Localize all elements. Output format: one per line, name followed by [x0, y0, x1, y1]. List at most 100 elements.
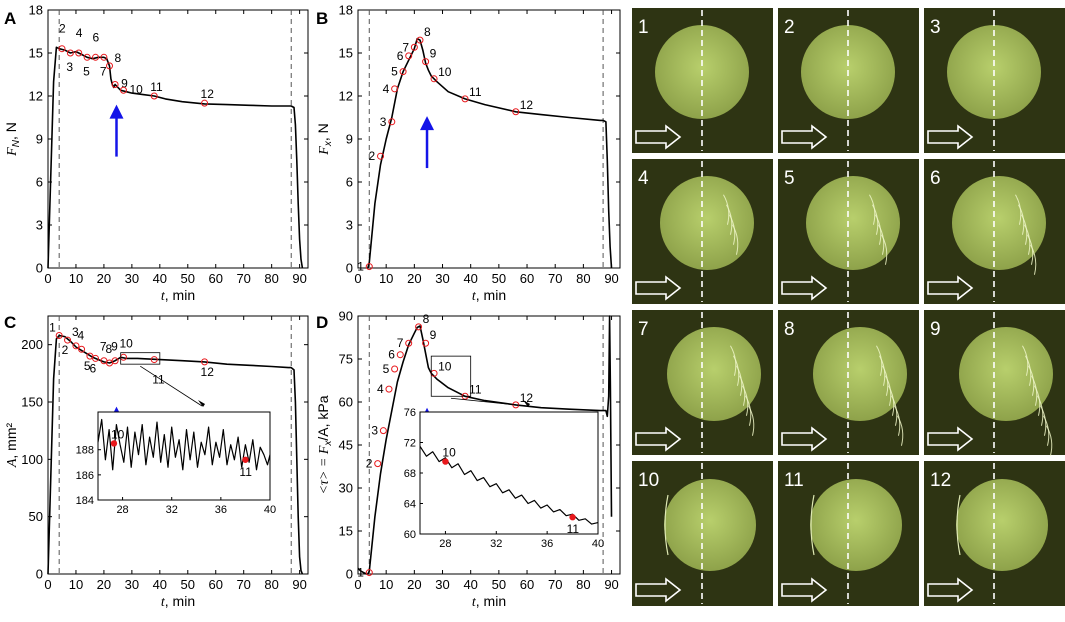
x-tick-label: 20 — [97, 271, 111, 286]
x-axis-symbol: t — [161, 595, 166, 610]
x-tick-label: 90 — [292, 271, 306, 286]
y-axis-label: <τ> = Fx/A, kPa — [315, 395, 334, 494]
sliding-direction-arrow — [927, 124, 974, 150]
inset-x-tick-label: 40 — [264, 504, 276, 516]
x-tick-label: 50 — [181, 271, 195, 286]
contact-disc — [664, 479, 756, 571]
y-axis-label: Fx, N — [315, 123, 334, 155]
wear-streak — [664, 494, 669, 556]
sliding-direction-arrow — [635, 275, 682, 301]
y-axis-symbol: F — [317, 146, 332, 156]
x-tick-label: 40 — [463, 271, 477, 286]
x-tick-label: 40 — [153, 271, 167, 286]
contact-disc — [813, 327, 907, 421]
inset-y-tick-label: 72 — [404, 438, 416, 450]
x-axis-unit: , min — [476, 287, 506, 303]
data-marker — [374, 460, 382, 468]
photo-grid: 1 2 34 5 67 8 910 11 12 — [632, 8, 1065, 606]
zoom-box — [120, 352, 161, 365]
frame-number-label: 1 — [638, 17, 649, 38]
y-axis-subscript: x — [323, 140, 334, 147]
data-marker — [92, 354, 100, 362]
x-axis-unit: , min — [165, 593, 195, 609]
marker-label: 2 — [369, 149, 376, 163]
marker-label: 6 — [397, 49, 404, 63]
data-marker — [201, 99, 209, 107]
data-marker — [396, 351, 404, 359]
data-marker — [64, 336, 72, 344]
x-axis-symbol: t — [472, 595, 477, 610]
x-tick-label: 30 — [125, 271, 139, 286]
data-marker — [83, 53, 91, 61]
inset-x-tick-label: 32 — [166, 504, 178, 516]
data-marker — [422, 339, 430, 347]
plot-frame — [47, 315, 309, 575]
x-tick-label: 90 — [292, 577, 306, 592]
x-axis-label: t, min — [472, 593, 506, 610]
data-marker — [399, 68, 407, 76]
data-marker — [405, 339, 413, 347]
x-tick-label: 10 — [69, 271, 83, 286]
zoom-pointer-head — [523, 400, 530, 407]
photo-tile-2: 2 — [778, 8, 919, 153]
chart-panel-C: C 0 10 20 30 40 50 60 70 80 90 0 50 100 150 200 t, min A,… — [3, 313, 309, 610]
x-tick-label: 30 — [125, 577, 139, 592]
marker-label: 1 — [357, 566, 364, 580]
data-marker — [391, 85, 399, 93]
y-tick-label: 0 — [346, 567, 353, 582]
series-line — [47, 334, 304, 575]
contact-disc — [956, 479, 1048, 571]
wear-streak — [881, 234, 888, 265]
x-tick-label: 0 — [44, 271, 51, 286]
inset-x-tick-label: 32 — [490, 538, 502, 550]
x-axis-unit: , min — [476, 593, 506, 609]
series-line — [367, 37, 613, 269]
sliding-direction-arrow — [927, 275, 974, 301]
marker-label: 4 — [377, 382, 384, 396]
marker-label: 12 — [201, 87, 215, 101]
marker-label: 8 — [424, 25, 431, 39]
sliding-direction-arrow — [781, 577, 828, 603]
x-tick-label: 0 — [44, 577, 51, 592]
inset-y-tick-label: 60 — [404, 529, 416, 541]
x-axis-label: t, min — [161, 593, 195, 610]
wear-streak — [748, 405, 755, 436]
inset-x-tick-label: 28 — [116, 504, 128, 516]
sliding-direction-arrow — [781, 275, 828, 301]
inset-data-point — [110, 440, 118, 447]
marker-label: 1 — [357, 260, 364, 274]
frame-number-label: 11 — [784, 470, 804, 491]
inset-data-point — [442, 458, 449, 465]
panel-label: A — [4, 9, 16, 28]
x-tick-label: 40 — [463, 577, 477, 592]
y-axis-unit: , N — [3, 122, 19, 140]
photo-tile-1: 1 — [632, 8, 773, 153]
photo-tile-7: 7 — [632, 310, 773, 455]
photo-tile-9: 9 — [924, 310, 1065, 456]
y-axis-symbol: A — [5, 458, 20, 468]
inset-point-label: 11 — [567, 522, 580, 536]
data-marker — [365, 263, 373, 271]
inset-data-point — [569, 514, 576, 521]
highlight-arrow-head — [109, 104, 124, 119]
data-marker — [512, 108, 520, 116]
marker-label: 4 — [78, 328, 85, 342]
data-marker — [201, 358, 209, 366]
marker-label: 2 — [59, 22, 66, 36]
inset-frame — [419, 411, 599, 535]
wear-streak — [810, 494, 815, 556]
frame-number-label: 2 — [784, 17, 795, 38]
marker-label: 10 — [438, 65, 452, 79]
zoom-pointer — [450, 397, 528, 407]
data-marker — [150, 92, 158, 100]
y-tick-label: 18 — [339, 3, 353, 18]
y-axis-unit: /A, kPa — [315, 395, 331, 440]
series-line — [47, 46, 304, 269]
inset-x-tick-label: 36 — [541, 538, 553, 550]
sliding-direction-arrow — [635, 124, 682, 150]
y-axis-unit: , mm² — [3, 422, 19, 458]
y-tick-label: 3 — [346, 218, 353, 233]
marker-label: 11 — [150, 80, 163, 94]
